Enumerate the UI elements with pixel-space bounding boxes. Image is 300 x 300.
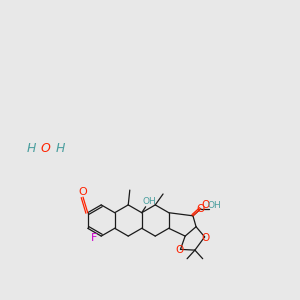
Text: O: O — [176, 245, 184, 255]
Text: O: O — [196, 204, 205, 214]
Text: O: O — [79, 188, 87, 197]
Text: O: O — [201, 200, 210, 210]
Text: F: F — [91, 233, 98, 243]
Text: OH: OH — [143, 196, 156, 206]
Text: H: H — [27, 142, 36, 155]
Text: O: O — [41, 142, 50, 155]
Text: H: H — [55, 142, 65, 155]
Text: OH: OH — [207, 201, 221, 210]
Text: O: O — [201, 233, 210, 243]
